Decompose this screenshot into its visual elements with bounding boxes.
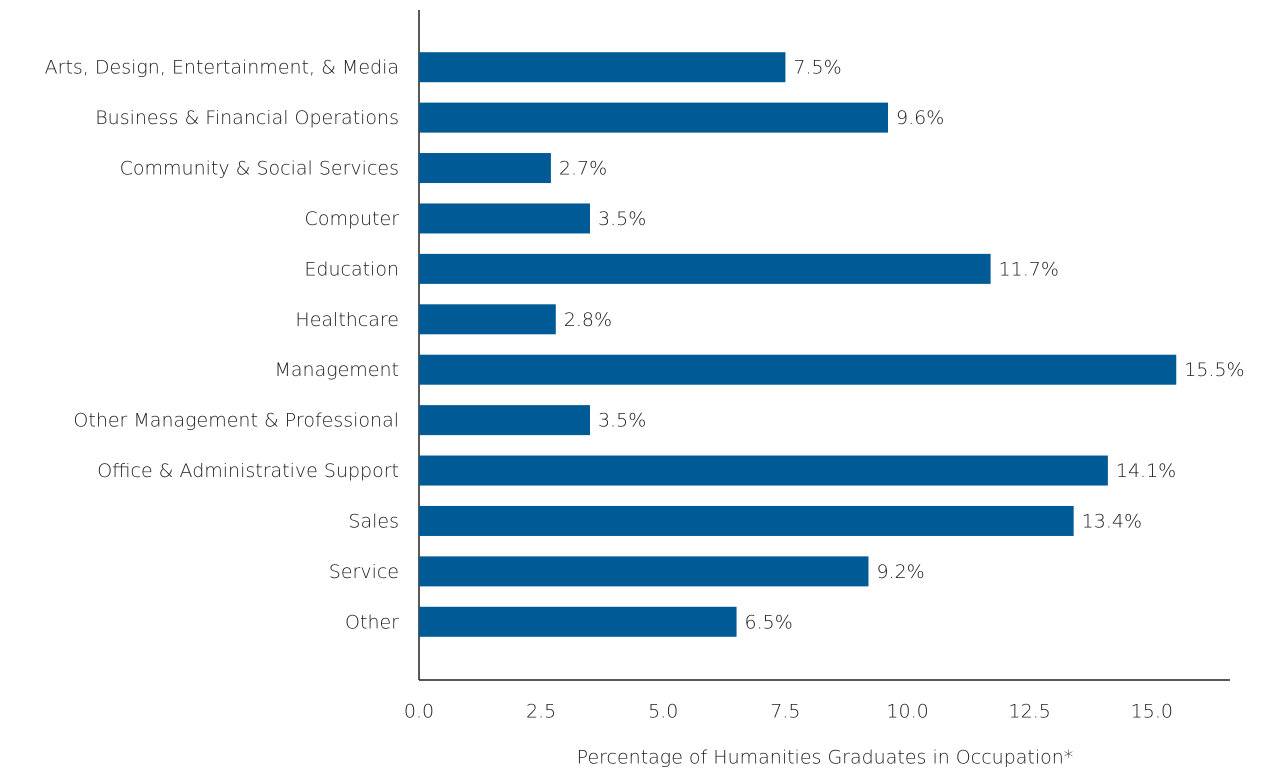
- value-label: 9.2%: [876, 561, 924, 583]
- y-tick-label: Service: [329, 561, 399, 583]
- x-tick-label: 2.5: [526, 701, 556, 723]
- x-tick-label: 15.0: [1131, 701, 1173, 723]
- bar: [419, 405, 590, 436]
- y-tick-label: Computer: [305, 208, 400, 230]
- x-tick-label: 10.0: [886, 701, 928, 723]
- bar: [419, 505, 1074, 536]
- value-label: 13.4%: [1082, 510, 1142, 532]
- bar: [419, 606, 737, 637]
- y-tick-label: Business & Financial Operations: [95, 107, 399, 129]
- y-tick-label: Education: [304, 258, 399, 280]
- bar: [419, 253, 991, 284]
- bar: [419, 52, 786, 83]
- bar: [419, 203, 590, 234]
- value-label: 9.6%: [896, 107, 944, 129]
- x-tick-label: 12.5: [1009, 701, 1051, 723]
- y-tick-label: Healthcare: [295, 309, 399, 331]
- y-tick-label: Arts, Design, Entertainment, & Media: [45, 57, 399, 79]
- value-label: 2.8%: [564, 309, 612, 331]
- y-tick-label: Sales: [348, 510, 399, 532]
- value-label: 3.5%: [598, 208, 646, 230]
- value-label: 14.1%: [1116, 460, 1176, 482]
- y-tick-label: Other Management & Professional: [73, 410, 399, 432]
- value-label: 7.5%: [793, 57, 841, 79]
- bar: [419, 354, 1177, 385]
- x-tick-label: 5.0: [648, 701, 678, 723]
- bar: [419, 153, 551, 184]
- value-label: 6.5%: [745, 611, 793, 633]
- bar: [419, 455, 1108, 486]
- x-axis-title: Percentage of Humanities Graduates in Oc…: [577, 747, 1074, 769]
- value-label: 2.7%: [559, 158, 607, 180]
- bar: [419, 556, 869, 587]
- y-tick-label: Community & Social Services: [120, 158, 399, 180]
- y-tick-label: Office & Administrative Support: [97, 460, 399, 482]
- y-tick-label: Other: [345, 611, 399, 633]
- value-label: 3.5%: [598, 410, 646, 432]
- x-tick-label: 7.5: [770, 701, 800, 723]
- y-tick-label: Management: [274, 359, 399, 381]
- x-tick-label: 0.0: [404, 701, 434, 723]
- value-label: 11.7%: [999, 258, 1059, 280]
- value-label: 15.5%: [1184, 359, 1244, 381]
- bar: [419, 304, 556, 335]
- bar: [419, 102, 889, 133]
